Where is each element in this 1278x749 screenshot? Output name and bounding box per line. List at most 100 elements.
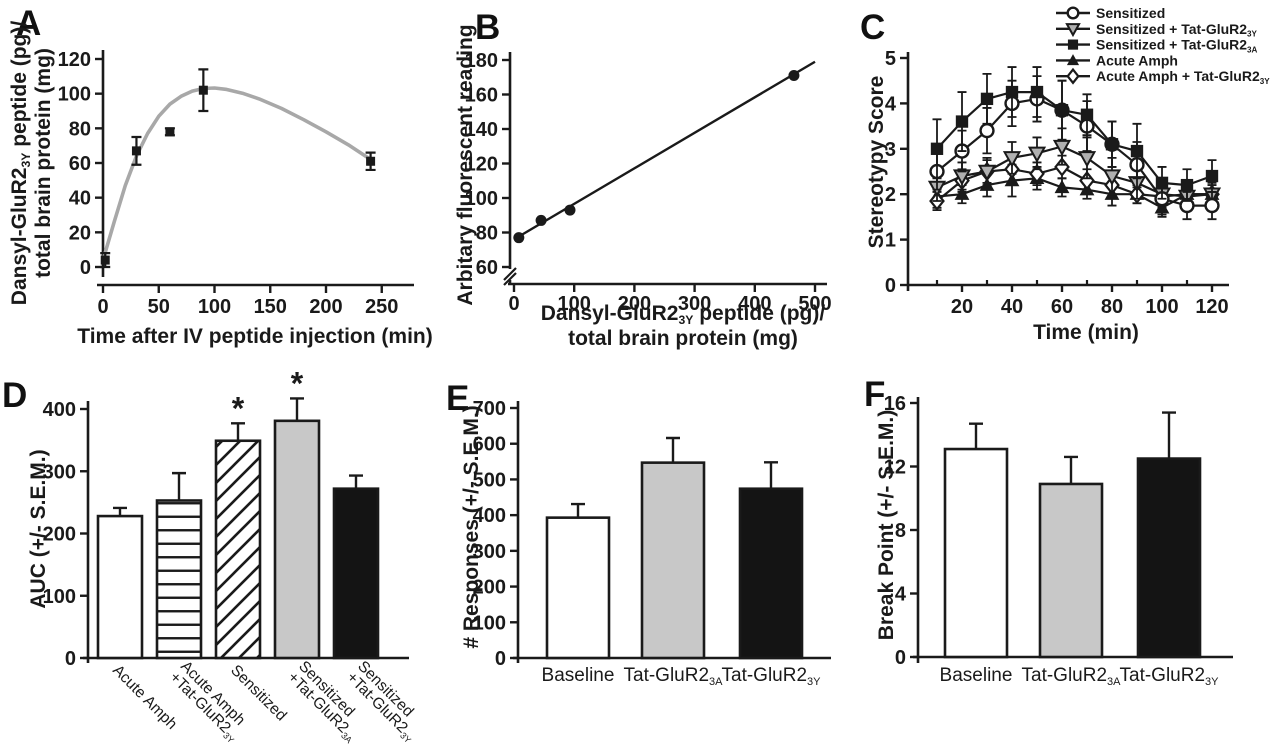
svg-text:500: 500 xyxy=(798,293,831,315)
panel-c: C 0 1 2 3 4 5 20 40 60 80 100 120 Sensitized Sensitiz… xyxy=(850,0,1278,348)
svg-text:300: 300 xyxy=(473,541,506,563)
svg-text:Break Point (+/- S.E.M.): Break Point (+/- S.E.M.) xyxy=(875,410,898,640)
svg-text:0: 0 xyxy=(97,296,108,318)
svg-text:60: 60 xyxy=(1051,296,1073,318)
svg-text:300: 300 xyxy=(43,461,76,483)
svg-text:12: 12 xyxy=(884,457,906,479)
svg-text:Acute Amph + Tat-GluR23Y: Acute Amph + Tat-GluR23Y xyxy=(1096,68,1270,86)
panel-e-letter: E xyxy=(446,379,470,418)
svg-text:*: * xyxy=(232,390,245,426)
svg-text:120: 120 xyxy=(465,154,498,176)
svg-text:3: 3 xyxy=(885,139,896,161)
svg-text:Acute Amph: Acute Amph xyxy=(1096,52,1178,68)
panel-f-letter: F xyxy=(864,375,886,414)
svg-text:8: 8 xyxy=(895,520,906,542)
svg-text:Time after IV peptide injectio: Time after IV peptide injection (min) xyxy=(77,325,433,348)
svg-text:80: 80 xyxy=(1101,296,1123,318)
panel-a: A 0 20 40 60 80 100 120 0 50 100 150 200 250 Time aft… xyxy=(0,0,433,372)
svg-text:600: 600 xyxy=(473,434,506,456)
svg-text:4: 4 xyxy=(895,584,907,606)
svg-text:180: 180 xyxy=(465,50,498,72)
svg-text:0: 0 xyxy=(895,647,906,669)
svg-text:40: 40 xyxy=(1001,296,1023,318)
svg-text:0: 0 xyxy=(508,293,519,315)
svg-text:AUC (+/- S.E.M.): AUC (+/- S.E.M.) xyxy=(27,449,50,608)
svg-text:Dansyl-GluR23Y peptide (pg)/: Dansyl-GluR23Y peptide (pg)/ xyxy=(541,302,826,327)
svg-text:1: 1 xyxy=(885,230,896,252)
svg-text:400: 400 xyxy=(473,505,506,527)
svg-text:60: 60 xyxy=(69,153,91,175)
svg-text:100: 100 xyxy=(198,296,231,318)
svg-text:140: 140 xyxy=(465,119,498,141)
svg-text:Acute Amph: Acute Amph xyxy=(109,662,180,733)
svg-text:100: 100 xyxy=(1145,296,1178,318)
svg-text:120: 120 xyxy=(58,49,91,71)
svg-text:200: 200 xyxy=(43,524,76,546)
svg-text:160: 160 xyxy=(465,85,498,107)
svg-text:Sensitized + Tat-GluR23A: Sensitized + Tat-GluR23A xyxy=(1096,37,1258,55)
svg-text:Sensitized: Sensitized xyxy=(1096,5,1165,21)
svg-text:0: 0 xyxy=(495,648,506,670)
svg-text:Tat-GluR23A: Tat-GluR23A xyxy=(624,665,724,688)
svg-text:60: 60 xyxy=(476,257,498,279)
panel-b-letter: B xyxy=(475,8,501,47)
svg-text:total brain protein (mg): total brain protein (mg) xyxy=(32,48,55,278)
panel-c-letter: C xyxy=(860,8,886,47)
svg-text:0: 0 xyxy=(65,648,76,670)
svg-text:*: * xyxy=(291,365,304,401)
chart-f-breakpoint: 0 4 8 12 16 Baseline Tat-GluR23A Tat-GluR23Y Bre… xyxy=(875,393,1233,688)
panel-f: F 0 4 8 12 16 Baseline Tat-GluR23A Tat-GluR23Y B… xyxy=(860,375,1278,690)
svg-text:40: 40 xyxy=(69,188,91,210)
svg-text:Time (min): Time (min) xyxy=(1033,321,1139,344)
svg-text:16: 16 xyxy=(884,393,906,415)
svg-text:100: 100 xyxy=(558,293,591,315)
svg-text:80: 80 xyxy=(69,118,91,140)
svg-text:700: 700 xyxy=(473,398,506,420)
svg-text:100: 100 xyxy=(473,612,506,634)
svg-text:Dansyl-GluR23Y peptide (pg)/: Dansyl-GluR23Y peptide (pg)/ xyxy=(8,21,33,306)
svg-text:Baseline: Baseline xyxy=(940,665,1013,686)
svg-text:100: 100 xyxy=(58,84,91,106)
svg-text:2: 2 xyxy=(885,184,896,206)
svg-text:100: 100 xyxy=(43,586,76,608)
panel-d-letter: D xyxy=(2,376,28,415)
svg-text:400: 400 xyxy=(43,399,76,421)
svg-text:Tat-GluR23A: Tat-GluR23A xyxy=(1022,665,1122,688)
svg-text:0: 0 xyxy=(885,275,896,297)
svg-text:20: 20 xyxy=(69,222,91,244)
chart-e-responses: 0 100 200 300 400 500 600 700 Baseline Tat-GluR23… xyxy=(460,398,831,688)
svg-text:Tat-GluR23Y: Tat-GluR23Y xyxy=(1120,665,1220,688)
svg-text:20: 20 xyxy=(951,296,973,318)
svg-text:4: 4 xyxy=(885,93,897,115)
chart-b-standard-curve: 60 80 100 120 140 160 180 0 100 200 300 400 500Dansy… xyxy=(454,24,832,350)
svg-text:150: 150 xyxy=(254,296,287,318)
panel-b: B 60 80 100 120 140 160 180 0 100 200 300 400 500 Dan… xyxy=(430,0,850,372)
svg-text:50: 50 xyxy=(148,296,170,318)
chart-a-pharmacokinetics: 0 20 40 60 80 100 120 0 50 100 150 200 250 Time after… xyxy=(8,21,433,348)
svg-text:Arbitary fluorescent reading: Arbitary fluorescent reading xyxy=(454,24,477,305)
svg-text:80: 80 xyxy=(476,223,498,245)
svg-text:Baseline: Baseline xyxy=(542,665,615,686)
panel-d: D 0 100 200 300 400 Acute Amph Acute Amph +Tat-… xyxy=(0,365,442,749)
svg-text:300: 300 xyxy=(678,293,711,315)
svg-text:total brain protein (mg): total brain protein (mg) xyxy=(568,327,798,350)
panel-e: E 0 100 200 300 400 500 600 700 Baseline Tat-GluR… xyxy=(430,375,860,690)
svg-text:0: 0 xyxy=(80,257,91,279)
svg-text:# Responses (+/- S.E.M.): # Responses (+/- S.E.M.) xyxy=(460,405,483,648)
svg-text:500: 500 xyxy=(473,469,506,491)
svg-text:200: 200 xyxy=(309,296,342,318)
svg-text:200: 200 xyxy=(618,293,651,315)
svg-text:400: 400 xyxy=(738,293,771,315)
svg-text:200: 200 xyxy=(473,577,506,599)
svg-text:5: 5 xyxy=(885,48,896,70)
svg-text:Sensitized + Tat-GluR23Y: Sensitized + Tat-GluR23Y xyxy=(1096,21,1258,39)
svg-text:250: 250 xyxy=(365,296,398,318)
svg-text:120: 120 xyxy=(1195,296,1228,318)
svg-text:Tat-GluR23Y: Tat-GluR23Y xyxy=(722,665,822,688)
panel-a-letter: A xyxy=(16,4,42,43)
svg-text:Stereotypy Score: Stereotypy Score xyxy=(865,76,888,249)
svg-text:100: 100 xyxy=(465,188,498,210)
